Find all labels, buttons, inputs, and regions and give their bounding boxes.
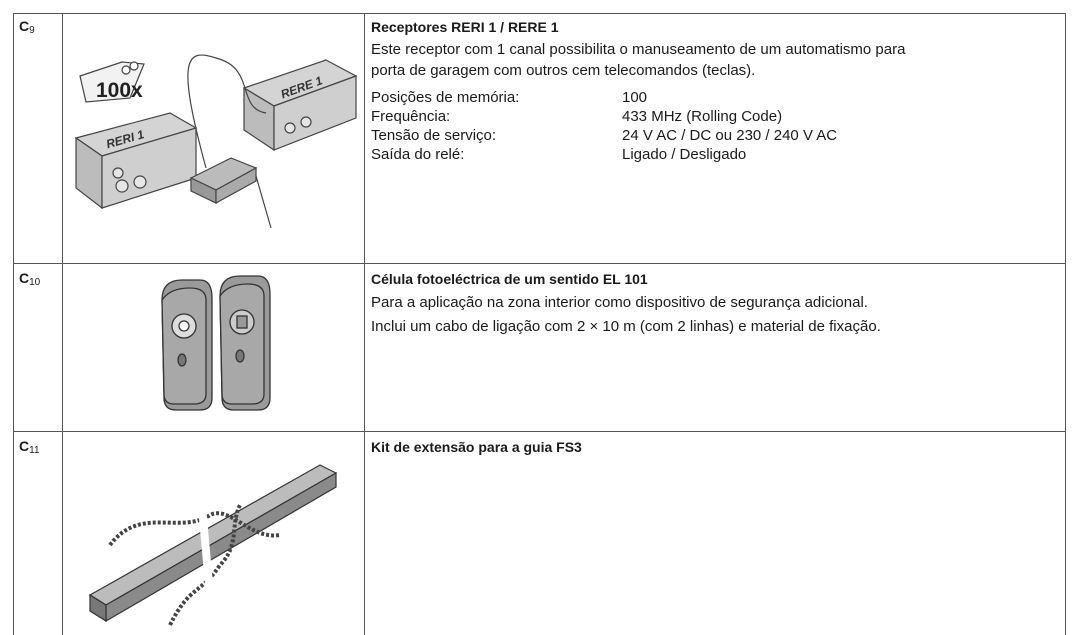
border [62,13,63,635]
image-text: 100x [96,79,143,102]
spec-value: 433 MHz (Rolling Code) [622,108,783,125]
paragraph: Para a aplicação na zona interior como d… [371,294,868,311]
row-title: Receptores RERI 1 / RERE 1 [371,19,559,35]
illustration [88,464,338,626]
spec-value: 100 [622,89,648,106]
border [13,263,1066,264]
spec-label: Frequência: [371,108,451,125]
row-title: Kit de extensão para a guia FS3 [371,439,582,455]
paragraph: Inclui um cabo de ligação com 2 × 10 m (… [371,318,881,335]
border [364,13,365,635]
spec-value: Ligado / Desligado [622,146,747,163]
spec-value: 24 V AC / DC ou 230 / 240 V AC [622,127,838,144]
row-label: C11 [19,438,40,456]
spec-label: Tensão de serviço: [371,127,497,144]
border [1065,13,1066,635]
spec-label: Posições de memória: [371,89,520,106]
paragraph: Este receptor com 1 canal possibilita o … [371,41,906,58]
illustration: 100x RERE 1 RERI 1 [74,54,358,229]
row-title: Célula fotoeléctrica de um sentido EL 10… [371,271,648,287]
row-label: C10 [19,270,41,288]
spec-label: Saída do relé: [371,146,465,163]
paragraph: porta de garagem com outros cem telecoma… [371,62,756,79]
border [13,13,14,635]
illustration [161,275,271,411]
border [13,431,1066,432]
row-label: C9 [19,18,35,36]
border [13,13,1066,14]
